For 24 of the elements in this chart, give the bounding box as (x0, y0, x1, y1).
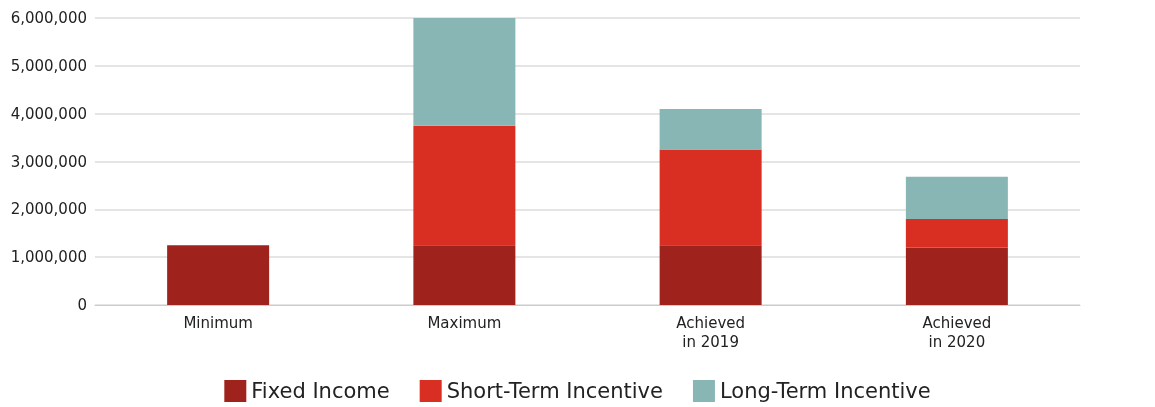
bar (659, 108, 762, 150)
y-tick-label: 2,000,000 (10, 200, 87, 219)
legend-label: Short-Term Incentive (446, 379, 663, 403)
legend-label: Fixed Income (251, 379, 390, 403)
bar (659, 149, 762, 246)
bar (659, 245, 762, 305)
y-tick-label: 3,000,000 (10, 152, 87, 171)
x-tick-label: Maximum (427, 313, 502, 332)
y-tick-label: 6,000,000 (10, 9, 87, 27)
bar (905, 247, 1008, 305)
y-tick-label: 0 (77, 296, 87, 314)
bar (413, 18, 516, 126)
bar (413, 245, 516, 305)
bar (413, 125, 516, 246)
bar (167, 245, 270, 305)
y-tick-label: 1,000,000 (10, 248, 87, 267)
x-tick-label: Minimum (183, 313, 253, 332)
y-tick-label: 4,000,000 (10, 104, 87, 123)
x-tick-label: Achieved in 2020 (922, 313, 992, 351)
bar (905, 176, 1008, 219)
y-tick-label: 5,000,000 (10, 56, 87, 75)
legend-label: Long-Term Incentive (719, 379, 931, 403)
bar (905, 218, 1008, 248)
x-tick-label: Achieved in 2019 (676, 313, 746, 351)
